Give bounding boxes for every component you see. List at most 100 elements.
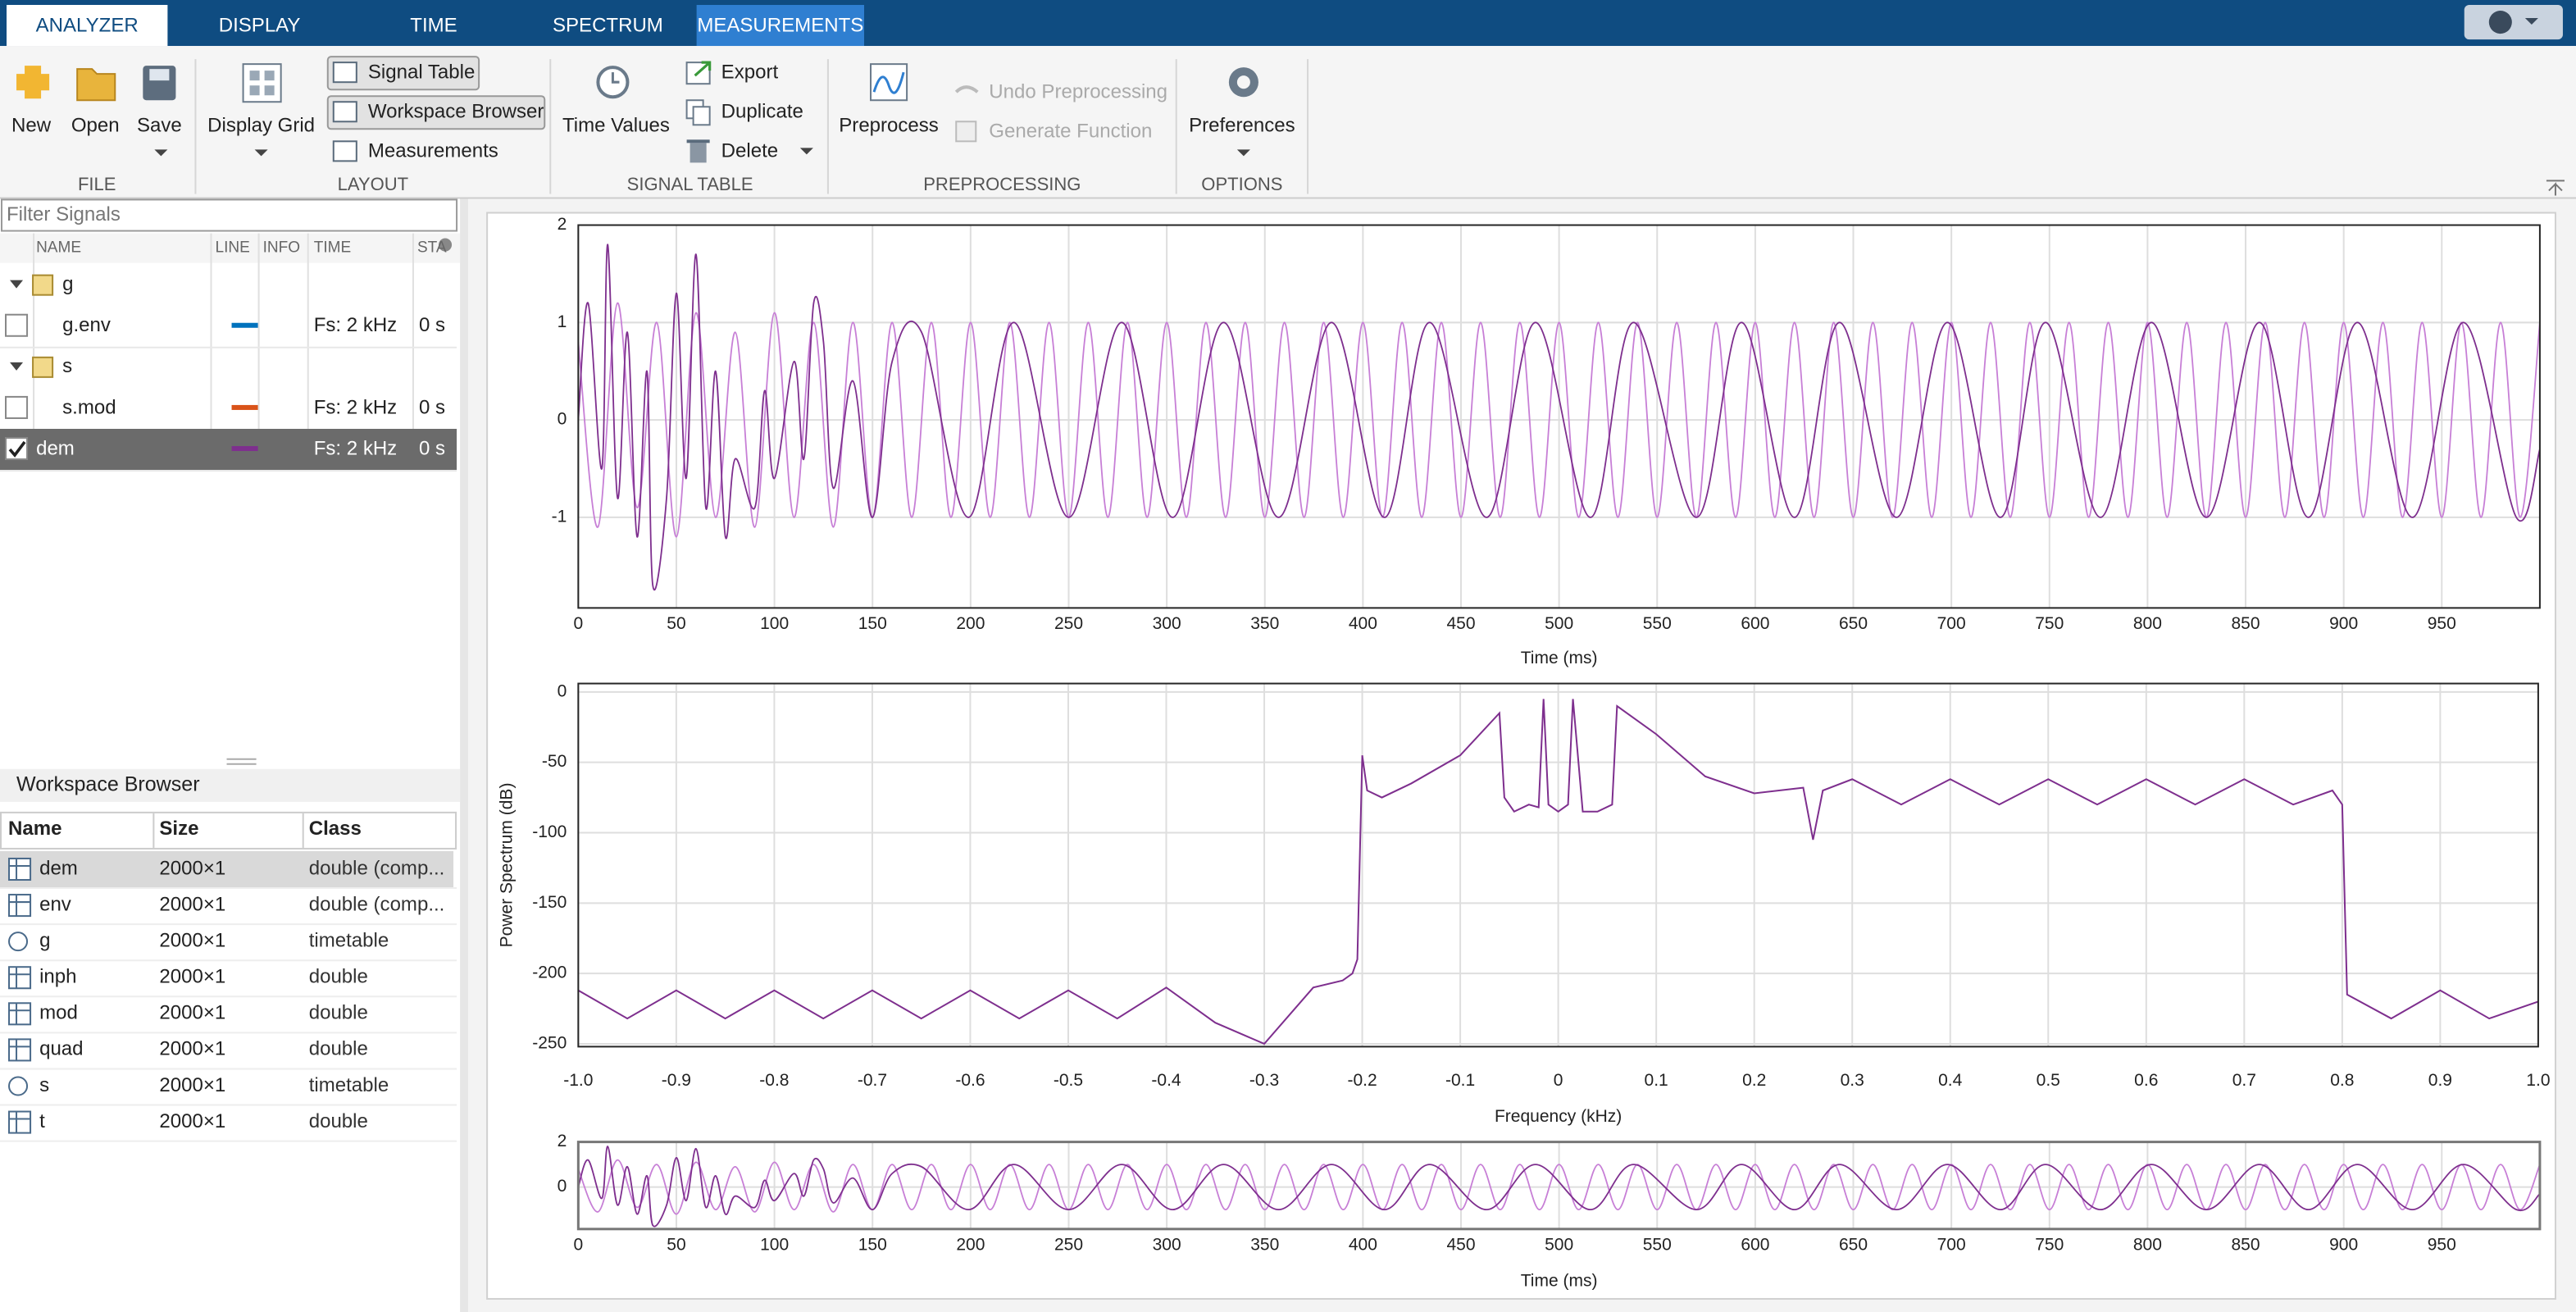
workspace-cell[interactable]: g — [39, 929, 50, 951]
button-label: Preprocess — [839, 115, 939, 137]
workspace-cell[interactable]: s — [39, 1074, 49, 1096]
workspace-cell[interactable]: env — [39, 893, 71, 915]
tab[interactable]: TIME — [410, 14, 457, 36]
button-label: Delete — [721, 140, 778, 162]
y-tick-label: 2 — [558, 215, 567, 234]
workspace-cell[interactable]: inph — [39, 966, 76, 988]
x-tick-label: -0.8 — [759, 1071, 789, 1090]
x-tick-label: 500 — [1545, 614, 1573, 633]
matrix-icon — [8, 966, 32, 990]
workspace-cell[interactable]: t — [39, 1110, 45, 1132]
button-label: Display Grid — [207, 115, 315, 137]
signal-table-toggle[interactable]: Signal Table — [326, 56, 480, 91]
signal-start: 0 s — [419, 314, 445, 336]
x-tick-label: 600 — [1741, 1235, 1769, 1254]
tab[interactable]: ANALYZER — [36, 14, 139, 36]
checkbox[interactable] — [5, 395, 29, 419]
workspace-cell: 2000×1 — [159, 893, 225, 915]
x-tick-label: 950 — [2428, 1235, 2456, 1254]
matrix-icon — [8, 1038, 32, 1062]
workspace-columns — [0, 811, 457, 850]
y-tick-label: -200 — [532, 963, 567, 982]
workspace-cell: 2000×1 — [159, 1074, 225, 1096]
display-grid-button[interactable]: Display Grid — [207, 63, 315, 157]
preprocess-button[interactable]: Preprocess — [839, 63, 939, 137]
preferences-button[interactable]: Preferences — [1189, 67, 1295, 157]
workspace-cell: 2000×1 — [159, 966, 225, 988]
filter-placeholder: Filter Signals — [7, 203, 121, 226]
tab-contextual[interactable] — [696, 5, 865, 47]
x-tick-label: 500 — [1545, 1235, 1573, 1254]
x-tick-label: 250 — [1054, 1235, 1083, 1254]
new-button[interactable]: New — [11, 66, 52, 137]
y-tick-label: -1 — [552, 507, 567, 526]
group-label: PREPROCESSING — [923, 174, 1081, 194]
x-tick-label: 50 — [667, 614, 685, 633]
x-tick-label: 200 — [956, 614, 985, 633]
x-tick-label: -0.5 — [1054, 1071, 1083, 1090]
save-button[interactable]: Save — [137, 66, 182, 157]
signal-name: s.mod — [62, 396, 116, 418]
filter-box[interactable] — [1, 198, 458, 232]
x-tick-label: 700 — [1937, 614, 1966, 633]
collapse-icon[interactable] — [2546, 180, 2565, 196]
expander[interactable] — [10, 280, 24, 289]
x-tick-label: 150 — [858, 1235, 887, 1254]
tab[interactable]: SPECTRUM — [553, 14, 663, 36]
duplicate-button[interactable]: Duplicate — [685, 99, 803, 126]
workspace-browser-toggle[interactable]: Workspace Browser — [326, 95, 546, 130]
matrix-icon — [8, 1002, 32, 1026]
button-label: Duplicate — [721, 101, 803, 123]
x-tick-label: 0.8 — [2330, 1071, 2354, 1090]
button-label: Workspace Browser — [368, 101, 544, 123]
column-header: TIME — [314, 239, 351, 257]
measurements-toggle[interactable]: Measurements — [332, 140, 498, 162]
y-tick-label: 0 — [558, 410, 567, 429]
resize-grip[interactable] — [226, 758, 257, 765]
splitter[interactable] — [460, 198, 469, 1312]
generate-button: Generate Function — [955, 121, 1152, 143]
x-tick-label: 450 — [1446, 1235, 1475, 1254]
x-tick-label: 900 — [2329, 1235, 2358, 1254]
delete-button[interactable]: Delete — [686, 139, 813, 163]
button-label: Generate Function — [989, 121, 1152, 143]
workspace-cell[interactable]: dem — [39, 857, 78, 879]
workspace-cell: double (comp... — [309, 893, 445, 915]
x-tick-label: 600 — [1741, 614, 1769, 633]
workspace-cell[interactable]: mod — [39, 1002, 78, 1024]
x-axis-label: Time (ms) — [1521, 649, 1598, 667]
workspace-cell: timetable — [309, 929, 389, 951]
checkbox[interactable] — [5, 436, 29, 461]
tab[interactable]: DISPLAY — [219, 14, 301, 36]
workspace-cell: 2000×1 — [159, 1002, 225, 1024]
workspace-title: Workspace Browser — [16, 772, 200, 795]
expander[interactable] — [10, 362, 24, 371]
button-label: New — [11, 115, 52, 137]
y-tick-label: 1 — [558, 312, 567, 331]
y-tick-label: -100 — [532, 822, 567, 841]
help-button[interactable] — [2464, 5, 2563, 40]
workspace-cell: double — [309, 1110, 368, 1132]
export-button[interactable]: Export — [685, 61, 779, 85]
group-label: SIGNAL TABLE — [627, 174, 753, 194]
workspace-cell[interactable]: quad — [39, 1038, 83, 1060]
x-tick-label: 350 — [1250, 614, 1279, 633]
checkbox[interactable] — [5, 313, 29, 337]
tab[interactable]: MEASUREMENTS — [697, 14, 863, 36]
workspace-header — [0, 768, 461, 802]
x-tick-label: 550 — [1643, 614, 1672, 633]
plot-frame — [577, 682, 2539, 1048]
settings-icon[interactable] — [439, 238, 453, 252]
tab-active[interactable] — [7, 5, 168, 47]
open-button[interactable]: Open — [71, 68, 120, 137]
plot-frame — [576, 1141, 2542, 1231]
y-tick-label: -50 — [542, 752, 567, 771]
group-label: OPTIONS — [1201, 174, 1282, 194]
x-tick-label: 800 — [2133, 614, 2162, 633]
time-values-button[interactable]: Time Values — [562, 66, 670, 137]
x-tick-label: -0.9 — [662, 1071, 691, 1090]
workspace-cell: double — [309, 966, 368, 988]
x-tick-label: 750 — [2035, 614, 2064, 633]
x-tick-label: 0.4 — [1938, 1071, 1963, 1090]
